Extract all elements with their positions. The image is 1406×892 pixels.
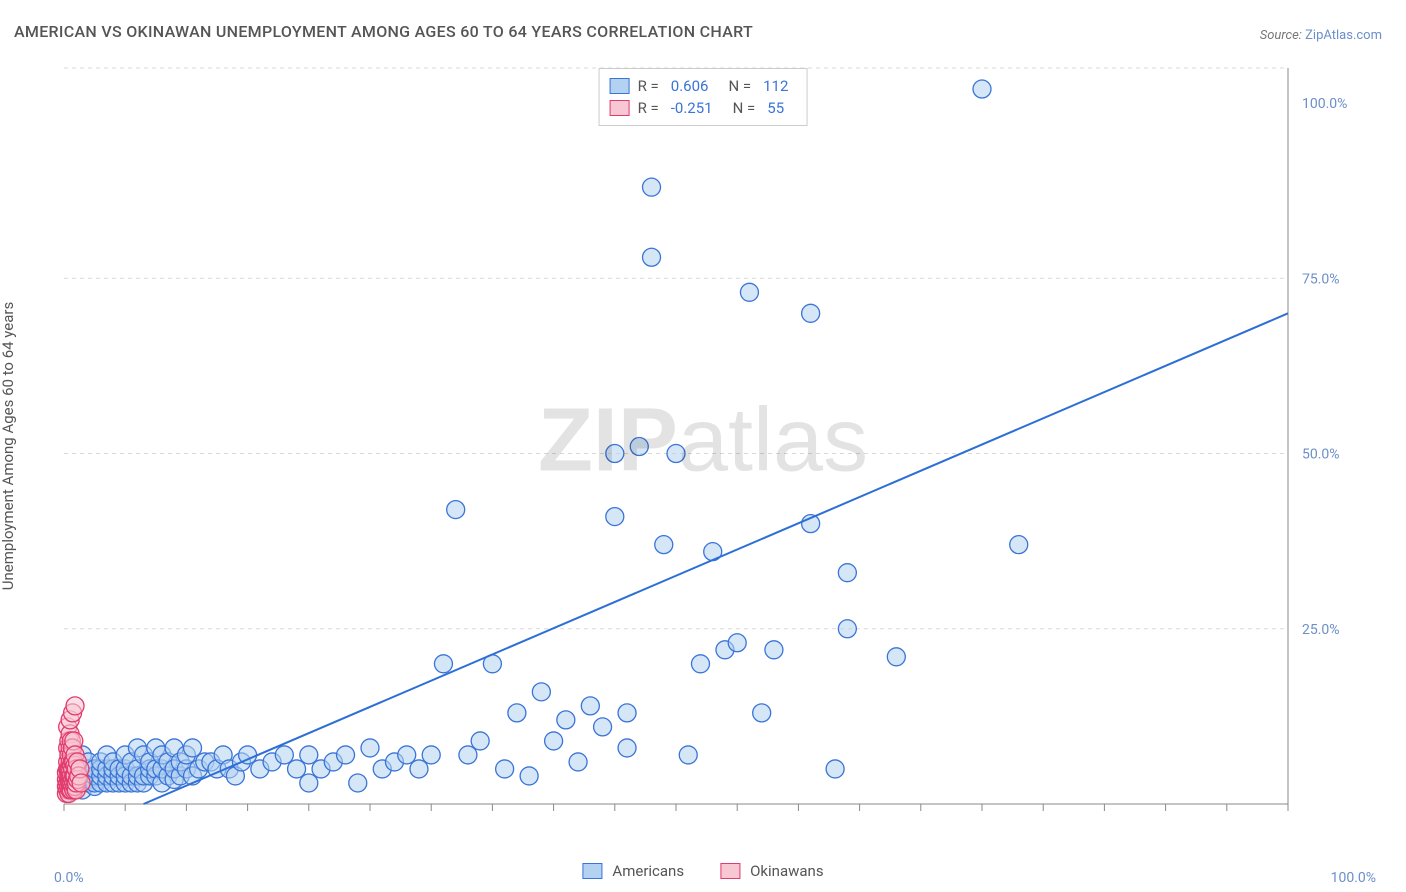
chart-title: AMERICAN VS OKINAWAN UNEMPLOYMENT AMONG … [14,22,753,41]
svg-text:25.0%: 25.0% [1302,622,1340,638]
n-value-okinawans: 55 [767,97,784,119]
svg-text:100.0%: 100.0% [1302,96,1347,112]
legend-label-americans: Americans [612,862,684,880]
source-link[interactable]: ZipAtlas.com [1305,28,1382,43]
x-axis-min-label: 0.0% [54,870,84,886]
correlation-row-americans: R = 0.606 N = 112 [610,75,793,97]
r-value-americans: 0.606 [671,75,709,97]
n-label: N = [733,97,756,119]
r-label: R = [638,75,659,97]
svg-text:50.0%: 50.0% [1302,447,1340,463]
y-axis-label: Unemployment Among Ages 60 to 64 years [0,302,17,590]
x-axis-max-label: 100.0% [1331,870,1376,886]
legend-item-americans: Americans [582,862,684,880]
scatter-plot: 25.0% 50.0% 75.0% 100.0% [50,60,1370,850]
legend-item-okinawans: Okinawans [720,862,823,880]
n-label: N = [728,75,751,97]
r-value-okinawans: -0.251 [671,97,713,119]
n-value-americans: 112 [763,75,788,97]
swatch-americans-icon [582,863,602,879]
r-label: R = [638,97,659,119]
svg-text:75.0%: 75.0% [1302,271,1340,287]
swatch-americans-icon [610,78,630,94]
series-legend: Americans Okinawans [582,862,823,880]
swatch-okinawans-icon [610,100,630,116]
swatch-okinawans-icon [720,863,740,879]
source-attribution: Source: ZipAtlas.com [1260,28,1382,43]
correlation-legend: R = 0.606 N = 112 R = -0.251 N = 55 [599,68,808,126]
source-label: Source: [1260,28,1302,43]
correlation-row-okinawans: R = -0.251 N = 55 [610,97,793,119]
chart-container: 25.0% 50.0% 75.0% 100.0% [50,60,1370,850]
legend-label-okinawans: Okinawans [750,862,823,880]
